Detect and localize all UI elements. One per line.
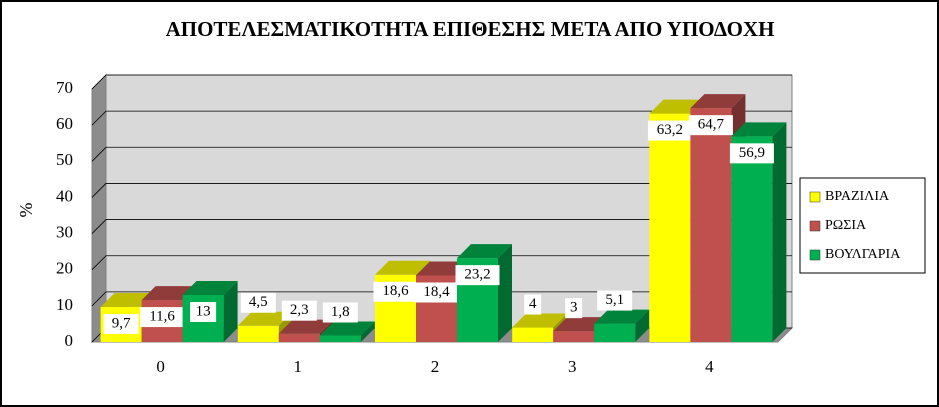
bar-top	[512, 313, 568, 328]
legend-label: ΒΟΥΛΓΑΡΙΑ	[825, 247, 901, 262]
data-label-box	[565, 298, 583, 319]
bar-top	[237, 311, 293, 326]
x-tick-label: 4	[705, 357, 714, 376]
grid-line	[91, 255, 792, 270]
grid-line	[91, 183, 792, 198]
grid-line	[91, 219, 792, 234]
grid-line	[91, 146, 792, 162]
y-tick-label: 60	[56, 114, 73, 133]
y-tick-label: 20	[56, 259, 73, 278]
bar-side	[772, 122, 787, 343]
data-label: 4,5	[249, 294, 268, 310]
data-label: 4	[529, 296, 537, 312]
data-label-box	[140, 307, 185, 328]
data-label: 63,2	[657, 122, 683, 138]
data-label-box	[597, 290, 633, 311]
bar-top	[594, 309, 650, 324]
bar	[457, 244, 512, 342]
bar	[690, 108, 732, 342]
bar	[594, 323, 636, 342]
data-label-box	[103, 313, 139, 334]
x-tick-label: 2	[431, 357, 440, 376]
y-tick-label: 0	[65, 331, 74, 350]
bar	[594, 309, 650, 342]
legend-box	[799, 177, 926, 274]
bar	[649, 113, 691, 342]
legend-swatch	[809, 249, 821, 261]
data-label-box	[729, 143, 774, 164]
y-tick-label: 40	[56, 186, 73, 205]
bar-top	[182, 281, 238, 296]
x-tick-label: 3	[568, 357, 577, 376]
bar	[731, 136, 773, 342]
data-label: 11,6	[149, 309, 175, 325]
data-label: 5,1	[605, 292, 624, 308]
data-label-box	[281, 300, 317, 321]
data-label: 23,2	[464, 267, 490, 283]
y-tick-label: 50	[56, 150, 73, 169]
legend-swatch	[809, 191, 821, 203]
grid-line	[91, 291, 792, 307]
legend-label: ΡΩΣΙΑ	[825, 218, 867, 233]
bar-top	[375, 260, 430, 275]
y-axis-label: %	[16, 203, 36, 218]
data-label-box	[688, 115, 733, 136]
bar-top	[457, 244, 512, 259]
x-tick-label: 0	[156, 357, 165, 376]
bar-side	[223, 281, 238, 342]
data-label: 1,8	[331, 304, 350, 320]
x-tick-label: 1	[294, 357, 303, 376]
legend-swatch	[809, 220, 821, 232]
bar	[319, 335, 361, 342]
data-label-box	[455, 265, 500, 286]
bar-top	[690, 94, 746, 109]
bar-side	[635, 309, 650, 342]
data-label: 56,9	[739, 145, 765, 161]
bar-top	[731, 122, 787, 137]
bar-top	[278, 319, 334, 334]
grid-line	[91, 74, 792, 90]
data-label-box	[240, 292, 276, 313]
data-label-box	[190, 302, 217, 323]
bar-side	[498, 244, 512, 342]
data-label: 18,4	[423, 284, 450, 300]
y-tick-label: 70	[56, 78, 73, 97]
bar-side	[360, 321, 375, 342]
data-label: 13	[196, 303, 211, 319]
data-label-box	[414, 282, 459, 303]
bar	[319, 321, 375, 342]
data-label: 18,6	[382, 283, 409, 299]
data-label-box	[322, 302, 358, 323]
y-tick-label: 10	[56, 295, 73, 314]
bar-top	[319, 321, 375, 336]
data-label: 9,7	[112, 315, 131, 331]
data-label-box	[647, 120, 692, 141]
bar	[553, 331, 595, 342]
data-label: 3	[570, 300, 578, 316]
chart-title: ΑΠΟΤΕΛΕΣΜΑΤΙΚΟΤΗΤΑ ΕΠΙΘΕΣΗΣ ΜΕΤΑ ΑΠΟ ΥΠΟ…	[166, 17, 775, 41]
bar	[237, 325, 279, 342]
grid-line	[91, 110, 792, 126]
data-label-box	[373, 281, 418, 302]
side-wall	[91, 73, 107, 344]
bar	[512, 327, 554, 342]
data-label-box	[524, 294, 542, 315]
data-label: 64,7	[698, 117, 725, 133]
bar	[731, 122, 787, 343]
legend-label: ΒΡΑΖΙΛΙΑ	[825, 189, 890, 204]
bar	[278, 333, 320, 342]
data-label: 2,3	[290, 302, 309, 318]
y-tick-label: 30	[56, 222, 73, 241]
